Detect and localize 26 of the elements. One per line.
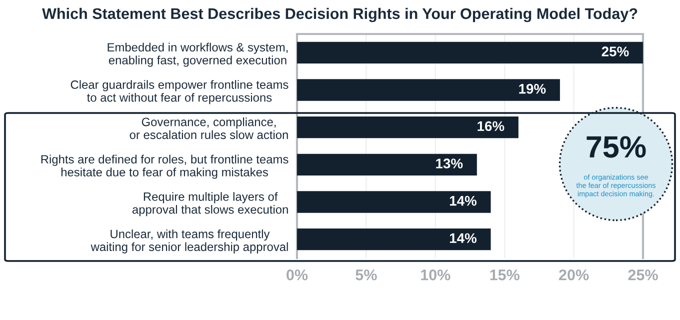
data-label: 14% <box>450 233 477 244</box>
data-label: 25% <box>602 46 629 56</box>
annotation: 75% <box>586 136 646 158</box>
bar <box>297 228 491 250</box>
data-label: 16% <box>478 121 504 132</box>
x-tick-label: 15% <box>490 270 520 280</box>
x-tick-label: 0% <box>286 270 308 280</box>
bar <box>297 191 491 213</box>
bar <box>297 154 477 176</box>
bar <box>297 79 560 101</box>
y-tick-label: Clear guardrails empower frontline teams to act without fear of repercussions <box>70 80 288 104</box>
x-tick-label: 25% <box>628 270 658 280</box>
y-tick-label: Unclear, with teams frequently waiting for senior leadership approval <box>90 229 288 254</box>
data-label: 13% <box>436 158 463 168</box>
data-label: 14% <box>450 196 477 206</box>
y-tick-label: Rights are defined for roles, but frontline teams hesitate due to fear of making mistakes <box>41 154 288 179</box>
data-label: 19% <box>519 84 546 94</box>
y-tick-label: Embedded in workflows & system, enabling fast, governed execution <box>108 42 288 67</box>
chart-title: Which Statement Best Describes Decision Rights in Your Operating Model Today? <box>42 8 638 22</box>
x-tick-label: 20% <box>559 270 589 280</box>
x-tick-label: 10% <box>421 270 450 280</box>
y-tick-label: Governance, compliance, or escalation rules slow action <box>130 117 288 140</box>
y-tick-label: Require multiple layers of approval that slows execution <box>132 192 288 216</box>
bar <box>297 116 518 138</box>
bar <box>297 42 643 64</box>
x-tick-label: 5% <box>356 270 377 280</box>
